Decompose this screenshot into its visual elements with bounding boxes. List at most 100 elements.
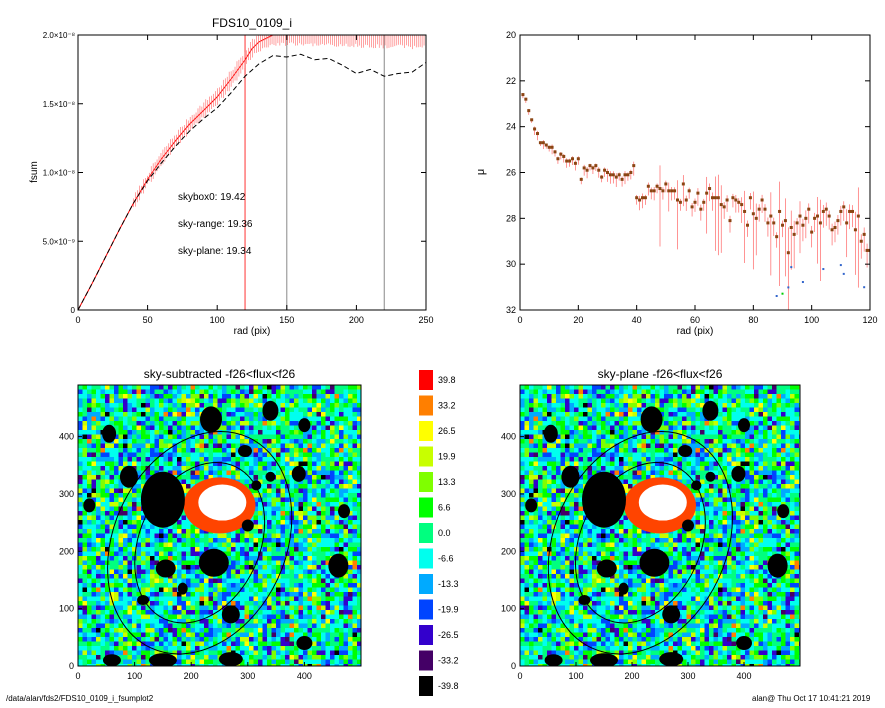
pixel (258, 632, 263, 638)
pixel (601, 394, 606, 399)
sky-subtracted-image: 0 100 200 300 4000100200300400sky-subtracted… (59, 367, 362, 681)
pixel (343, 646, 349, 651)
pixel (646, 394, 651, 399)
series-line-0 (78, 35, 426, 310)
pixel (195, 403, 200, 408)
data-point (822, 268, 825, 271)
data-point (830, 228, 834, 232)
pixel (253, 637, 259, 642)
pixel (267, 641, 272, 647)
pixel (136, 493, 142, 498)
pixel (659, 412, 665, 417)
pixel (231, 560, 236, 566)
pixel (330, 452, 335, 458)
pixel (163, 443, 169, 449)
pixel (253, 466, 259, 471)
pixel (82, 425, 88, 431)
pixel (87, 610, 92, 615)
mask-blob (119, 465, 138, 488)
pixel (357, 574, 361, 579)
pixel (330, 434, 335, 440)
pixel (123, 623, 128, 629)
pixel (565, 403, 570, 408)
data-point (813, 216, 817, 220)
pixel (307, 565, 313, 570)
pixel (258, 448, 263, 453)
pixel (231, 448, 236, 453)
pixel (339, 601, 344, 606)
pixel (181, 416, 187, 422)
pixel (136, 515, 142, 521)
pixel (109, 614, 115, 620)
pixel (87, 628, 92, 633)
pixel (276, 416, 281, 422)
pixel (619, 394, 624, 399)
pixel (177, 466, 182, 471)
pixel (114, 650, 119, 656)
pixel (538, 389, 543, 395)
pixel (551, 389, 557, 395)
pixel (601, 398, 606, 404)
pixel (267, 565, 272, 570)
pixel (208, 542, 214, 548)
pixel (321, 421, 326, 426)
pixel (100, 596, 106, 602)
mask-blob (296, 636, 313, 651)
pixel (285, 443, 290, 449)
pixel (208, 659, 214, 665)
pixel (249, 592, 254, 597)
pixel (339, 623, 344, 629)
pixel (109, 529, 115, 534)
pixel (298, 497, 304, 503)
pixel (127, 632, 133, 638)
pixel (348, 425, 353, 431)
pixel (118, 650, 124, 656)
pixel (141, 560, 146, 566)
pixel (542, 403, 548, 408)
pixel (560, 403, 566, 408)
pixel (343, 475, 349, 480)
pixel (240, 632, 245, 638)
pixel (168, 632, 173, 638)
pixel (587, 398, 593, 404)
pixel (78, 601, 83, 606)
pixel (312, 574, 317, 579)
pixel (114, 502, 119, 507)
pixel (141, 542, 146, 548)
y-tick-label: 5.0×10⁻⁹ (43, 237, 75, 246)
pixel (258, 637, 263, 642)
pixel (334, 425, 340, 431)
pixel (190, 479, 196, 485)
pixel (222, 385, 227, 390)
pixel (303, 520, 308, 525)
pixel (330, 533, 335, 539)
pixel (186, 466, 191, 471)
pixel (240, 412, 245, 417)
pixel (280, 650, 286, 656)
pixel (794, 394, 800, 399)
pixel (186, 529, 191, 534)
pixel (154, 452, 160, 458)
pixel (127, 443, 133, 449)
pixel (177, 664, 182, 666)
pixel (199, 655, 205, 660)
pixel (123, 565, 128, 570)
pixel (348, 547, 353, 552)
pixel (316, 511, 322, 516)
pixel (294, 542, 299, 548)
pixel (312, 389, 317, 395)
pixel (109, 488, 115, 494)
pixel (596, 389, 602, 395)
pixel (136, 578, 142, 584)
pixel (569, 416, 575, 422)
pixel (316, 412, 322, 417)
pixel (145, 430, 151, 435)
pixel (249, 637, 254, 642)
data-point (821, 209, 825, 213)
pixel (772, 394, 777, 399)
pixel (235, 583, 241, 588)
pixel (285, 641, 290, 647)
pixel (249, 529, 254, 534)
pixel (253, 421, 259, 426)
data-point (766, 221, 770, 225)
